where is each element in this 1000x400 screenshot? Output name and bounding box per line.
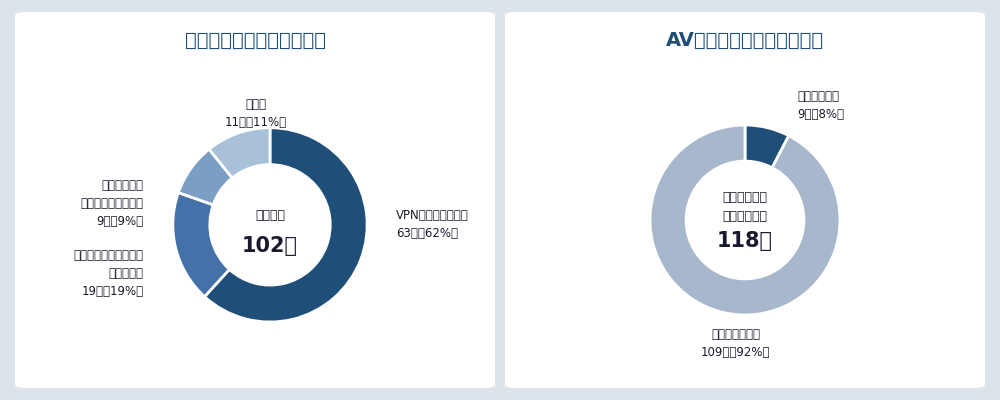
Text: 118件: 118件 [717,231,773,251]
Wedge shape [209,128,270,178]
Text: ランサムウェアの侵入経路: ランサムウェアの侵入経路 [184,30,326,50]
Text: 対策ソフト等
導入していた: 対策ソフト等 導入していた [722,191,768,223]
Text: リモートデスクトップ
からの侵入
19件（19%）: リモートデスクトップ からの侵入 19件（19%） [74,249,144,298]
Text: 検出があった
9件（8%）: 検出があった 9件（8%） [797,90,844,122]
Wedge shape [745,125,789,168]
Text: 不審メールや
その他添付ファイル
9件（9%）: 不審メールや その他添付ファイル 9件（9%） [81,179,144,228]
Text: VPN機器からの侵入
63件（62%）: VPN機器からの侵入 63件（62%） [396,209,469,240]
Wedge shape [205,128,367,322]
Wedge shape [173,192,229,297]
Wedge shape [178,149,232,205]
Text: 検出がなかった
109件（92%）: 検出がなかった 109件（92%） [701,328,770,359]
Text: 有効回答: 有効回答 [255,209,285,222]
Wedge shape [650,125,840,315]
Text: その他
11件（11%）: その他 11件（11%） [224,98,286,129]
Text: 102件: 102件 [242,236,298,256]
Text: AVソフトによる検出の有無: AVソフトによる検出の有無 [666,30,824,50]
